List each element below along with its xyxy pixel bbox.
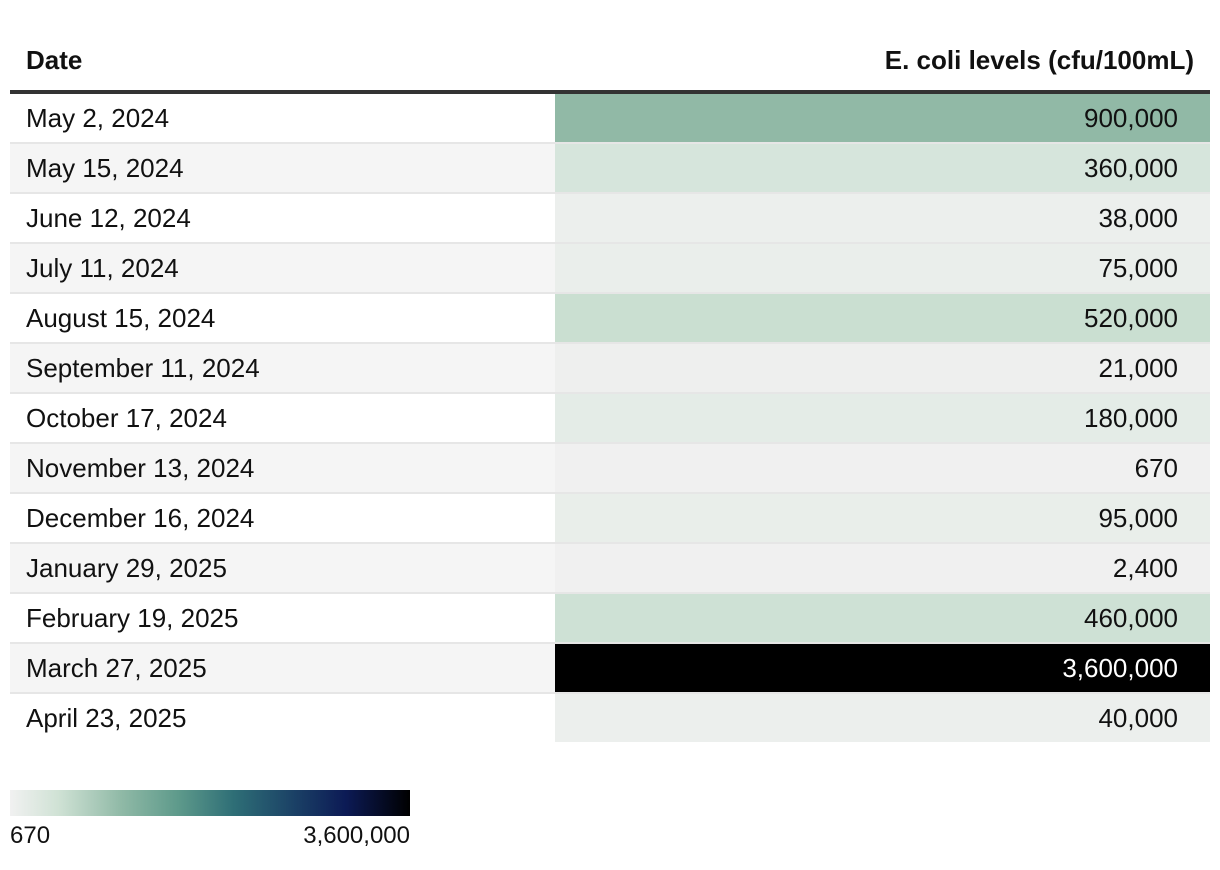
date-cell: July 11, 2024 [10,243,555,294]
date-cell: May 2, 2024 [10,92,555,144]
legend-gradient-bar [10,790,410,816]
date-cell: May 15, 2024 [10,143,555,194]
color-legend: 670 3,600,000 [10,790,410,849]
legend-min-label: 670 [10,822,51,849]
ecoli-value-cell: 2,400 [555,543,1210,594]
date-cell: January 29, 2025 [10,543,555,594]
table-row: November 13, 2024 670 [10,443,1210,494]
ecoli-column-header: E. coli levels (cfu/100mL) [555,30,1210,94]
ecoli-value-cell: 670 [555,443,1210,494]
ecoli-value-cell: 180,000 [555,393,1210,444]
ecoli-value-cell: 40,000 [555,693,1210,742]
date-cell: December 16, 2024 [10,493,555,544]
ecoli-value-cell: 460,000 [555,593,1210,644]
table-body: May 2, 2024 900,000 May 15, 2024 360,000 Jun… [10,92,1210,742]
date-cell: November 13, 2024 [10,443,555,494]
table-row: December 16, 2024 95,000 [10,493,1210,544]
ecoli-value-cell: 360,000 [555,143,1210,194]
date-cell: March 27, 2025 [10,643,555,694]
date-cell: September 11, 2024 [10,343,555,394]
ecoli-value-cell: 3,600,000 [555,643,1210,694]
table-row: June 12, 2024 38,000 [10,193,1210,244]
date-cell: April 23, 2025 [10,693,555,742]
ecoli-table: Date E. coli levels (cfu/100mL) May 2, 2… [10,30,1210,742]
date-cell: June 12, 2024 [10,193,555,244]
ecoli-value-cell: 75,000 [555,243,1210,294]
ecoli-table-container: Date E. coli levels (cfu/100mL) May 2, 2… [10,30,1210,742]
ecoli-value-cell: 95,000 [555,493,1210,544]
header-row: Date E. coli levels (cfu/100mL) [10,30,1210,94]
table-row: August 15, 2024 520,000 [10,293,1210,344]
ecoli-value-cell: 21,000 [555,343,1210,394]
table-row: April 23, 2025 40,000 [10,693,1210,742]
ecoli-value-cell: 520,000 [555,293,1210,344]
table-row: March 27, 2025 3,600,000 [10,643,1210,694]
legend-labels: 670 3,600,000 [10,816,410,849]
table-row: May 2, 2024 900,000 [10,92,1210,144]
date-column-header: Date [10,30,555,94]
legend-max-label: 3,600,000 [303,822,410,849]
table-row: July 11, 2024 75,000 [10,243,1210,294]
ecoli-value-cell: 38,000 [555,193,1210,244]
date-cell: October 17, 2024 [10,393,555,444]
ecoli-value-cell: 900,000 [555,92,1210,144]
table-row: May 15, 2024 360,000 [10,143,1210,194]
table-row: February 19, 2025 460,000 [10,593,1210,644]
date-cell: August 15, 2024 [10,293,555,344]
table-row: January 29, 2025 2,400 [10,543,1210,594]
table-row: October 17, 2024 180,000 [10,393,1210,444]
date-cell: February 19, 2025 [10,593,555,644]
table-row: September 11, 2024 21,000 [10,343,1210,394]
